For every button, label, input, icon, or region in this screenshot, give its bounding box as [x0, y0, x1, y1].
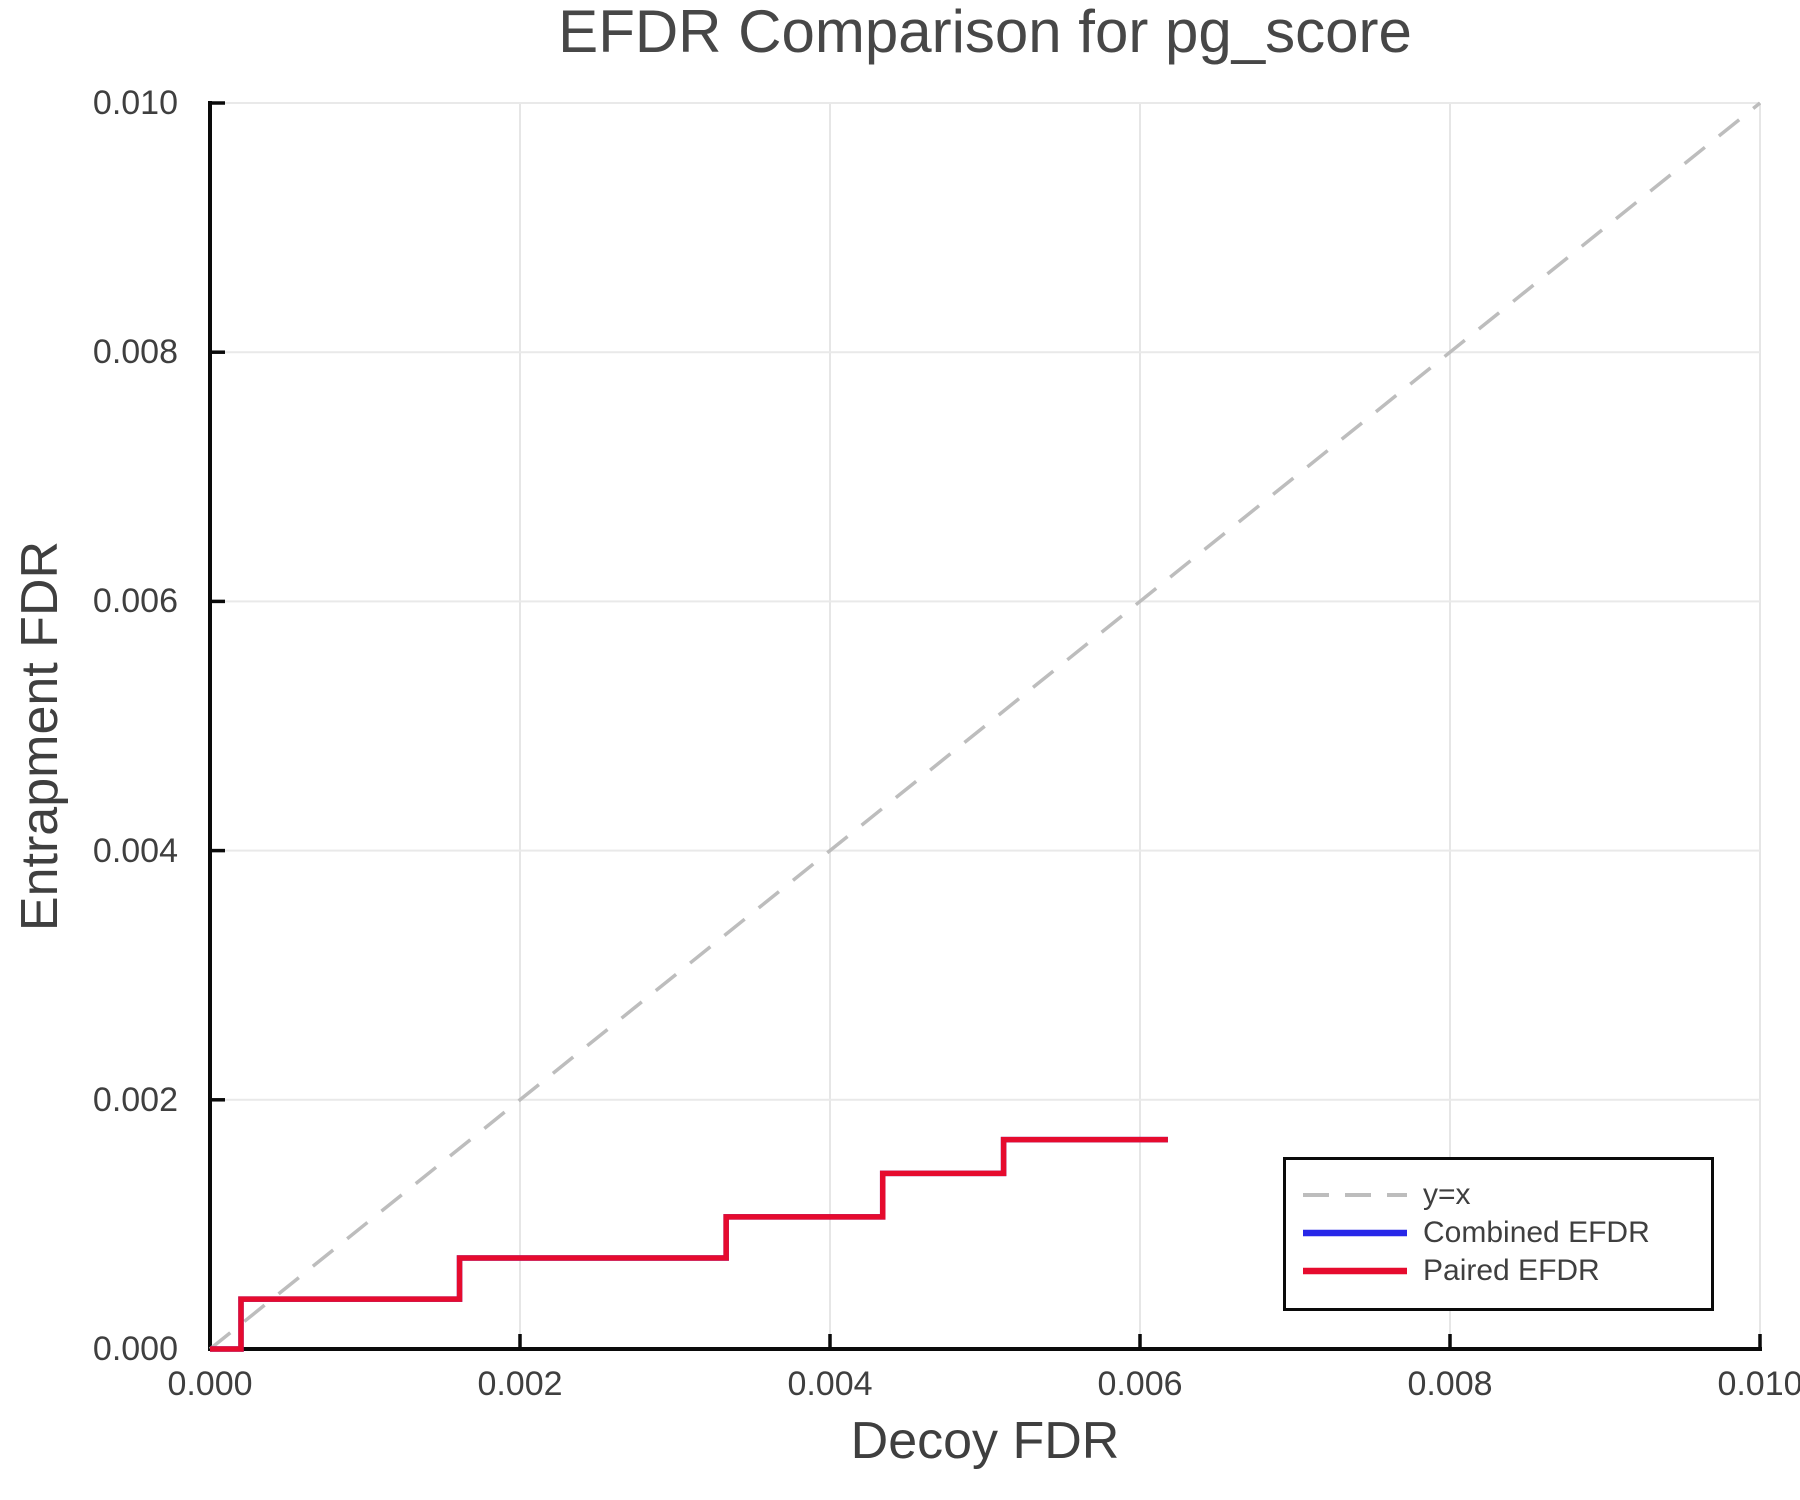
series-line-2 — [210, 1136, 1168, 1352]
x-tick-label: 0.002 — [477, 1365, 563, 1403]
y-tick-label: 0.006 — [92, 582, 178, 621]
legend-item-paired-efdr: Paired EFDR — [1286, 1252, 1711, 1290]
y-tick-label: 0.000 — [92, 1330, 178, 1368]
legend-label-combined-efdr: Combined EFDR — [1423, 1216, 1650, 1249]
y-tick-label: 0.010 — [92, 84, 178, 122]
y-tick-label: 0.008 — [92, 333, 178, 372]
blue-line-swatch — [1303, 1229, 1407, 1237]
series-line-1 — [210, 1136, 1168, 1352]
series-line-0 — [208, 101, 1762, 1351]
x-tick-label: 0.004 — [787, 1365, 873, 1403]
legend: y=x Combined EFDR Paired EFDR — [1283, 1157, 1714, 1311]
red-line-swatch — [1303, 1267, 1407, 1275]
x-tick-label: 0.000 — [167, 1365, 253, 1403]
y-tick-label: 0.004 — [92, 831, 178, 870]
legend-item-yx: y=x — [1286, 1176, 1711, 1214]
x-tick-label: 0.008 — [1407, 1365, 1493, 1403]
legend-label-paired-efdr: Paired EFDR — [1423, 1254, 1600, 1287]
legend-label-yx: y=x — [1423, 1178, 1471, 1211]
x-tick-label: 0.006 — [1097, 1365, 1183, 1403]
legend-item-combined-efdr: Combined EFDR — [1286, 1214, 1711, 1252]
chart-title: EFDR Comparison for pg_score — [558, 0, 1412, 65]
x-axis-title: Decoy FDR — [850, 1412, 1120, 1470]
x-tick-label: 0.010 — [1717, 1365, 1800, 1403]
dashed-line-swatch — [1303, 1193, 1407, 1197]
y-tick-label: 0.002 — [92, 1080, 178, 1119]
